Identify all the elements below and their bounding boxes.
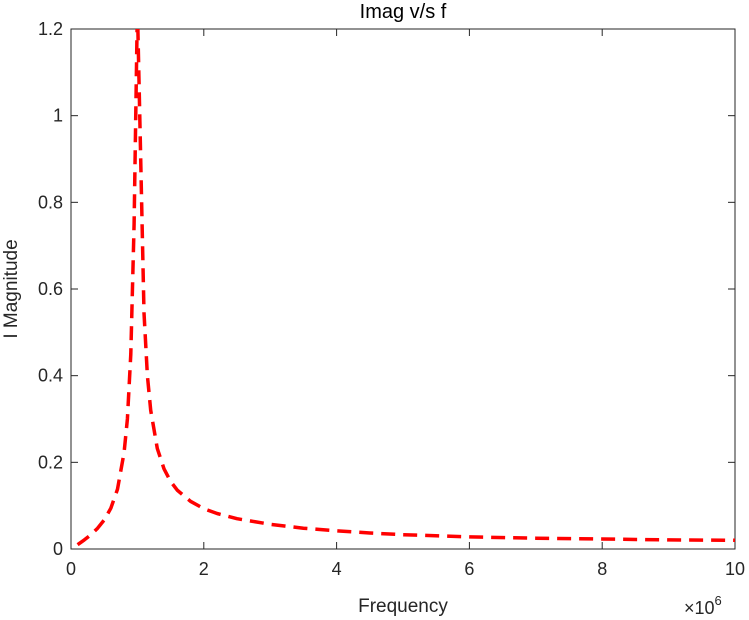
y-tick-label: 0.8 (38, 192, 63, 212)
y-tick-label: 1 (53, 106, 63, 126)
x-tick-label: 0 (66, 559, 76, 579)
y-tick-label: 0.2 (38, 452, 63, 472)
x-tick-label: 8 (597, 559, 607, 579)
series-line (76, 29, 735, 547)
y-axis-ticks: 0 0.2 0.4 0.6 0.8 1 1.2 (38, 19, 735, 559)
x-axis-ticks: 0 2 4 6 8 10 (66, 29, 745, 579)
y-tick-label: 0.6 (38, 279, 63, 299)
y-tick-label: 0 (53, 539, 63, 559)
y-tick-label: 1.2 (38, 19, 63, 39)
y-axis-title: I Magnitude (1, 239, 22, 338)
x-tick-label: 6 (464, 559, 474, 579)
x-axis-exponent: ×106 (684, 593, 722, 618)
series-layer (76, 29, 735, 547)
x-tick-label: 2 (199, 559, 209, 579)
x-axis-exponent-power: 6 (715, 593, 722, 608)
x-axis-title: Frequency (358, 596, 448, 617)
x-axis-exponent-base: ×10 (684, 598, 715, 618)
x-tick-label: 4 (332, 559, 342, 579)
plot-area (70, 28, 736, 550)
y-tick-label: 0.4 (38, 366, 63, 386)
chart-title: Imag v/s f (360, 1, 447, 23)
x-tick-label: 10 (725, 559, 745, 579)
